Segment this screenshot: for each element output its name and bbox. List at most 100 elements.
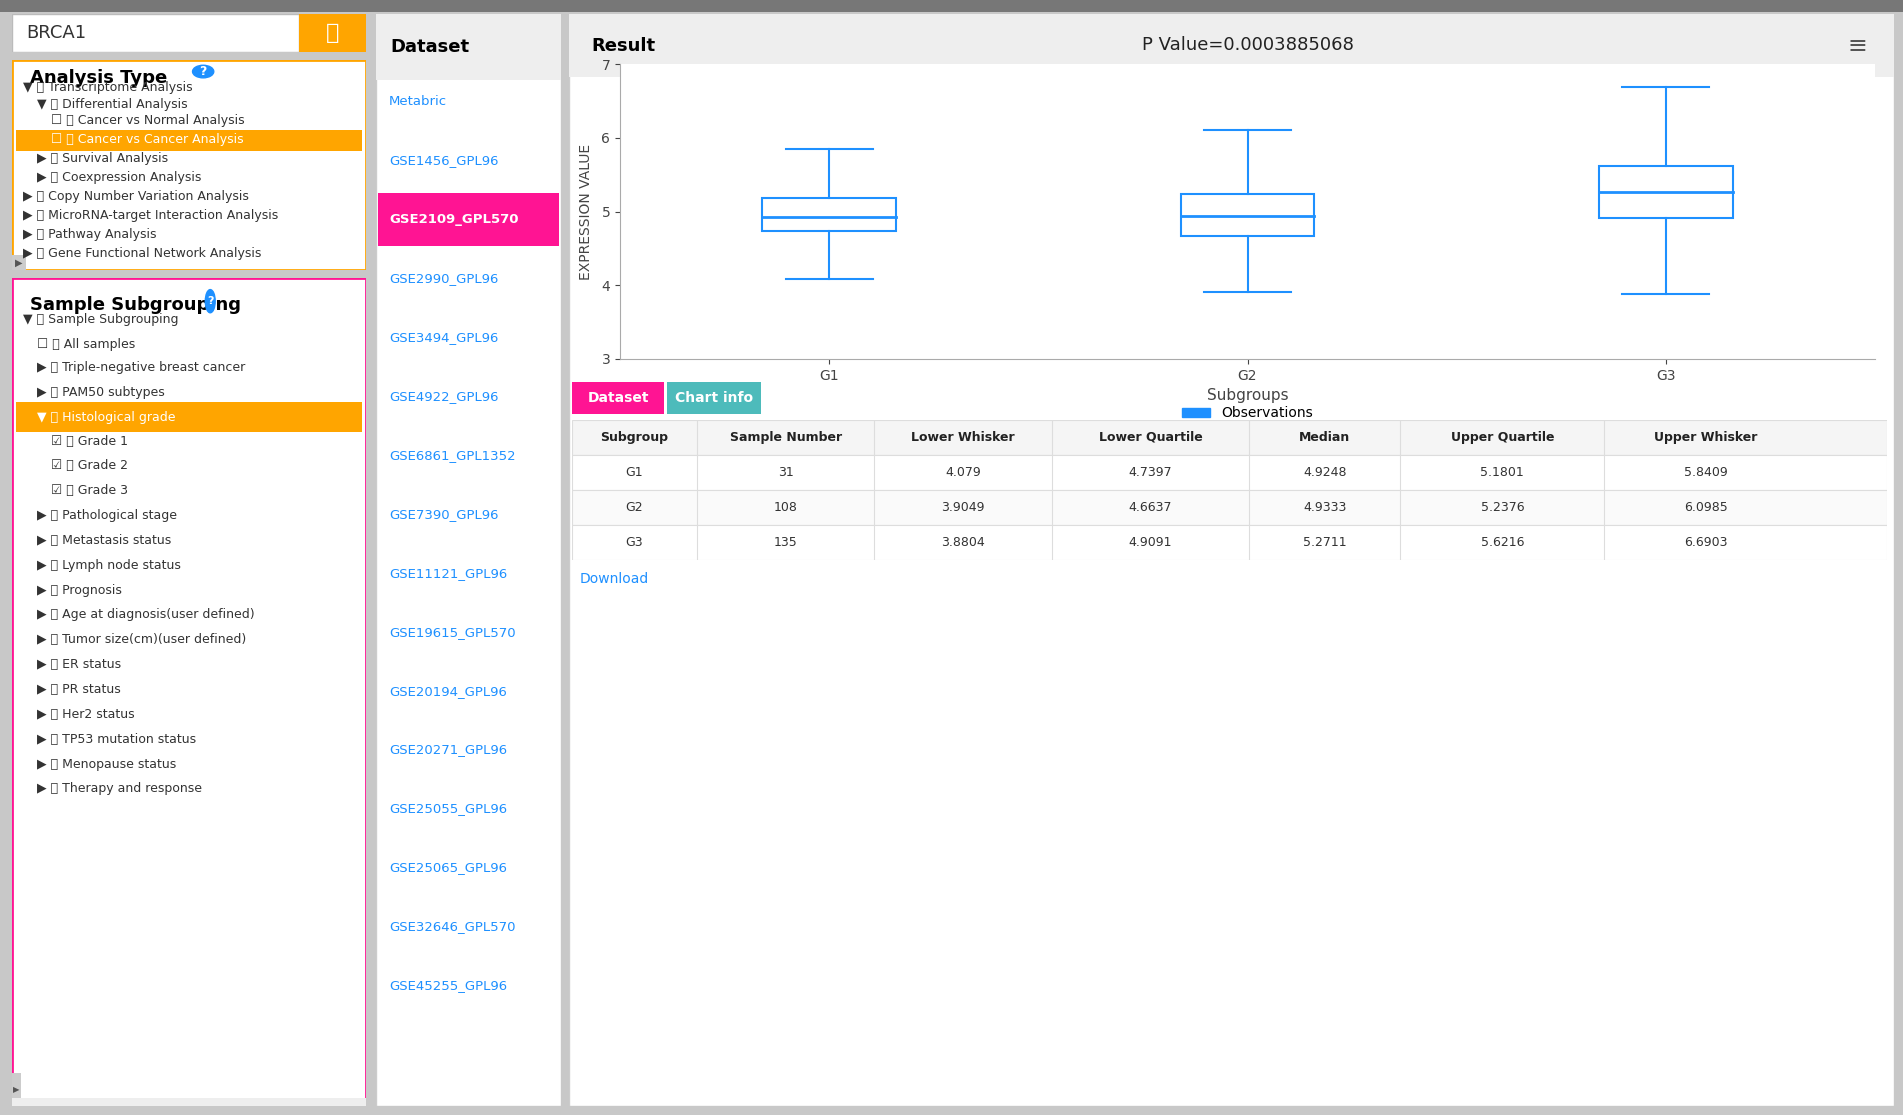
Text: GSE32646_GPL570: GSE32646_GPL570 (388, 920, 516, 933)
Text: 5.2376: 5.2376 (1481, 501, 1524, 514)
Text: ▼ 📁 Transcriptome Analysis: ▼ 📁 Transcriptome Analysis (23, 80, 192, 94)
Text: ▶ 📁 Tumor size(cm)(user defined): ▶ 📁 Tumor size(cm)(user defined) (36, 633, 245, 647)
Text: ▼ 📁 Differential Analysis: ▼ 📁 Differential Analysis (36, 98, 186, 110)
Text: Subgroup: Subgroup (601, 432, 668, 444)
Text: 4.6637: 4.6637 (1128, 501, 1172, 514)
Text: ☑ 📄 Grade 1: ☑ 📄 Grade 1 (51, 435, 128, 447)
Bar (573, 382, 664, 414)
Text: ▶: ▶ (15, 258, 23, 268)
Text: Lower Whisker: Lower Whisker (912, 432, 1014, 444)
Text: GSE45255_GPL96: GSE45255_GPL96 (388, 979, 506, 992)
Text: Analysis Type: Analysis Type (30, 69, 167, 87)
Text: 5.1801: 5.1801 (1481, 466, 1524, 479)
Text: GSE4922_GPL96: GSE4922_GPL96 (388, 390, 499, 403)
Text: 6.6903: 6.6903 (1684, 536, 1728, 549)
Bar (11, 255, 27, 270)
Text: ▶ 📁 Pathway Analysis: ▶ 📁 Pathway Analysis (23, 227, 156, 241)
Text: G3: G3 (626, 536, 643, 549)
Text: Dataset: Dataset (390, 38, 470, 56)
Bar (299, 14, 365, 52)
X-axis label: Subgroups: Subgroups (1207, 388, 1288, 404)
Text: GSE2109_GPL570: GSE2109_GPL570 (388, 213, 518, 226)
Text: 4.079: 4.079 (946, 466, 982, 479)
Text: ▶ 📁 MicroRNA-target Interaction Analysis: ▶ 📁 MicroRNA-target Interaction Analysis (23, 209, 278, 222)
Text: GSE2990_GPL96: GSE2990_GPL96 (388, 272, 499, 284)
Text: 4.7397: 4.7397 (1128, 466, 1172, 479)
Bar (377, 14, 561, 79)
Text: ⌕: ⌕ (325, 23, 339, 43)
Text: ▶ 📁 TP53 mutation status: ▶ 📁 TP53 mutation status (36, 733, 196, 746)
Text: GSE1456_GPL96: GSE1456_GPL96 (388, 154, 499, 167)
Text: ▶ 📁 Metastasis status: ▶ 📁 Metastasis status (36, 534, 171, 547)
Text: G2: G2 (626, 501, 643, 514)
Bar (11, 1098, 365, 1106)
Text: GSE25055_GPL96: GSE25055_GPL96 (388, 803, 506, 815)
Text: ▶ 📁 Age at diagnosis(user defined): ▶ 📁 Age at diagnosis(user defined) (36, 609, 255, 621)
Text: ▶ 📁 Coexpression Analysis: ▶ 📁 Coexpression Analysis (36, 171, 202, 184)
Text: ▼ 📁 Histological grade: ▼ 📁 Histological grade (36, 410, 175, 424)
Text: ▶ 📁 Therapy and response: ▶ 📁 Therapy and response (36, 783, 202, 795)
Text: 31: 31 (778, 466, 794, 479)
Text: BRCA1: BRCA1 (27, 25, 86, 42)
Bar (573, 525, 1888, 560)
Text: ▶ 📁 ER status: ▶ 📁 ER status (36, 658, 122, 671)
Title: P Value=0.0003885068: P Value=0.0003885068 (1142, 36, 1353, 55)
Circle shape (206, 290, 215, 313)
Text: 5.2711: 5.2711 (1304, 536, 1347, 549)
Bar (379, 193, 559, 245)
Bar (763, 198, 896, 231)
Text: ▶ 📁 PAM50 subtypes: ▶ 📁 PAM50 subtypes (36, 386, 164, 399)
Text: Median: Median (1300, 432, 1351, 444)
Text: ☐ 📄 Cancer vs Cancer Analysis: ☐ 📄 Cancer vs Cancer Analysis (51, 134, 244, 146)
Text: ?: ? (207, 297, 213, 307)
Text: ▶ 📁 Survival Analysis: ▶ 📁 Survival Analysis (36, 153, 167, 165)
Text: Sample Subgrouping: Sample Subgrouping (30, 297, 240, 314)
Text: ☐ 📄 Cancer vs Normal Analysis: ☐ 📄 Cancer vs Normal Analysis (51, 115, 245, 127)
Text: ?: ? (200, 65, 207, 78)
Bar (15, 403, 362, 432)
Bar (1599, 166, 1734, 219)
Legend: Observations: Observations (1176, 400, 1319, 426)
Bar (569, 14, 1893, 77)
Text: GSE11121_GPL96: GSE11121_GPL96 (388, 566, 508, 580)
Text: 4.9091: 4.9091 (1128, 536, 1172, 549)
Text: 4.9248: 4.9248 (1304, 466, 1347, 479)
Text: ▶ 📁 Menopause status: ▶ 📁 Menopause status (36, 757, 177, 770)
Text: 4.9333: 4.9333 (1304, 501, 1347, 514)
Text: ▶ 📁 Prognosis: ▶ 📁 Prognosis (36, 583, 122, 597)
Text: Upper Quartile: Upper Quartile (1450, 432, 1555, 444)
Text: 3.8804: 3.8804 (942, 536, 986, 549)
Text: Metabric: Metabric (388, 95, 447, 108)
Bar (1180, 194, 1315, 236)
Bar (573, 455, 1888, 489)
Text: ☐ 📄 All samples: ☐ 📄 All samples (36, 338, 135, 351)
Text: Sample Number: Sample Number (729, 432, 841, 444)
Text: 5.6216: 5.6216 (1481, 536, 1524, 549)
Text: G1: G1 (626, 466, 643, 479)
Text: 135: 135 (775, 536, 797, 549)
Text: 108: 108 (775, 501, 797, 514)
Bar (11, 1073, 21, 1106)
Bar (11, 14, 299, 52)
Text: ▶ 📁 Triple-negative breast cancer: ▶ 📁 Triple-negative breast cancer (36, 361, 245, 374)
Text: ☑ 📄 Grade 2: ☑ 📄 Grade 2 (51, 459, 128, 473)
Text: GSE19615_GPL570: GSE19615_GPL570 (388, 626, 516, 639)
Text: 5.8409: 5.8409 (1684, 466, 1728, 479)
Text: GSE20271_GPL96: GSE20271_GPL96 (388, 744, 506, 756)
Text: GSE20194_GPL96: GSE20194_GPL96 (388, 685, 506, 698)
Text: Dataset: Dataset (588, 391, 649, 405)
Text: ▼ 📁 Sample Subgrouping: ▼ 📁 Sample Subgrouping (23, 313, 179, 326)
Text: GSE6861_GPL1352: GSE6861_GPL1352 (388, 448, 516, 462)
Text: Upper Whisker: Upper Whisker (1654, 432, 1758, 444)
Text: ▶ 📁 Gene Functional Network Analysis: ▶ 📁 Gene Functional Network Analysis (23, 246, 261, 260)
Text: ≡: ≡ (1848, 33, 1867, 58)
Bar (573, 420, 1888, 455)
Bar (666, 382, 761, 414)
Text: ▶ 📁 Pathological stage: ▶ 📁 Pathological stage (36, 510, 177, 522)
Bar (573, 489, 1888, 525)
Text: Result: Result (592, 37, 657, 55)
Text: ▶ 📁 Her2 status: ▶ 📁 Her2 status (36, 708, 135, 721)
Y-axis label: EXPRESSION VALUE: EXPRESSION VALUE (579, 144, 594, 280)
Circle shape (192, 66, 213, 78)
Bar (15, 130, 362, 152)
